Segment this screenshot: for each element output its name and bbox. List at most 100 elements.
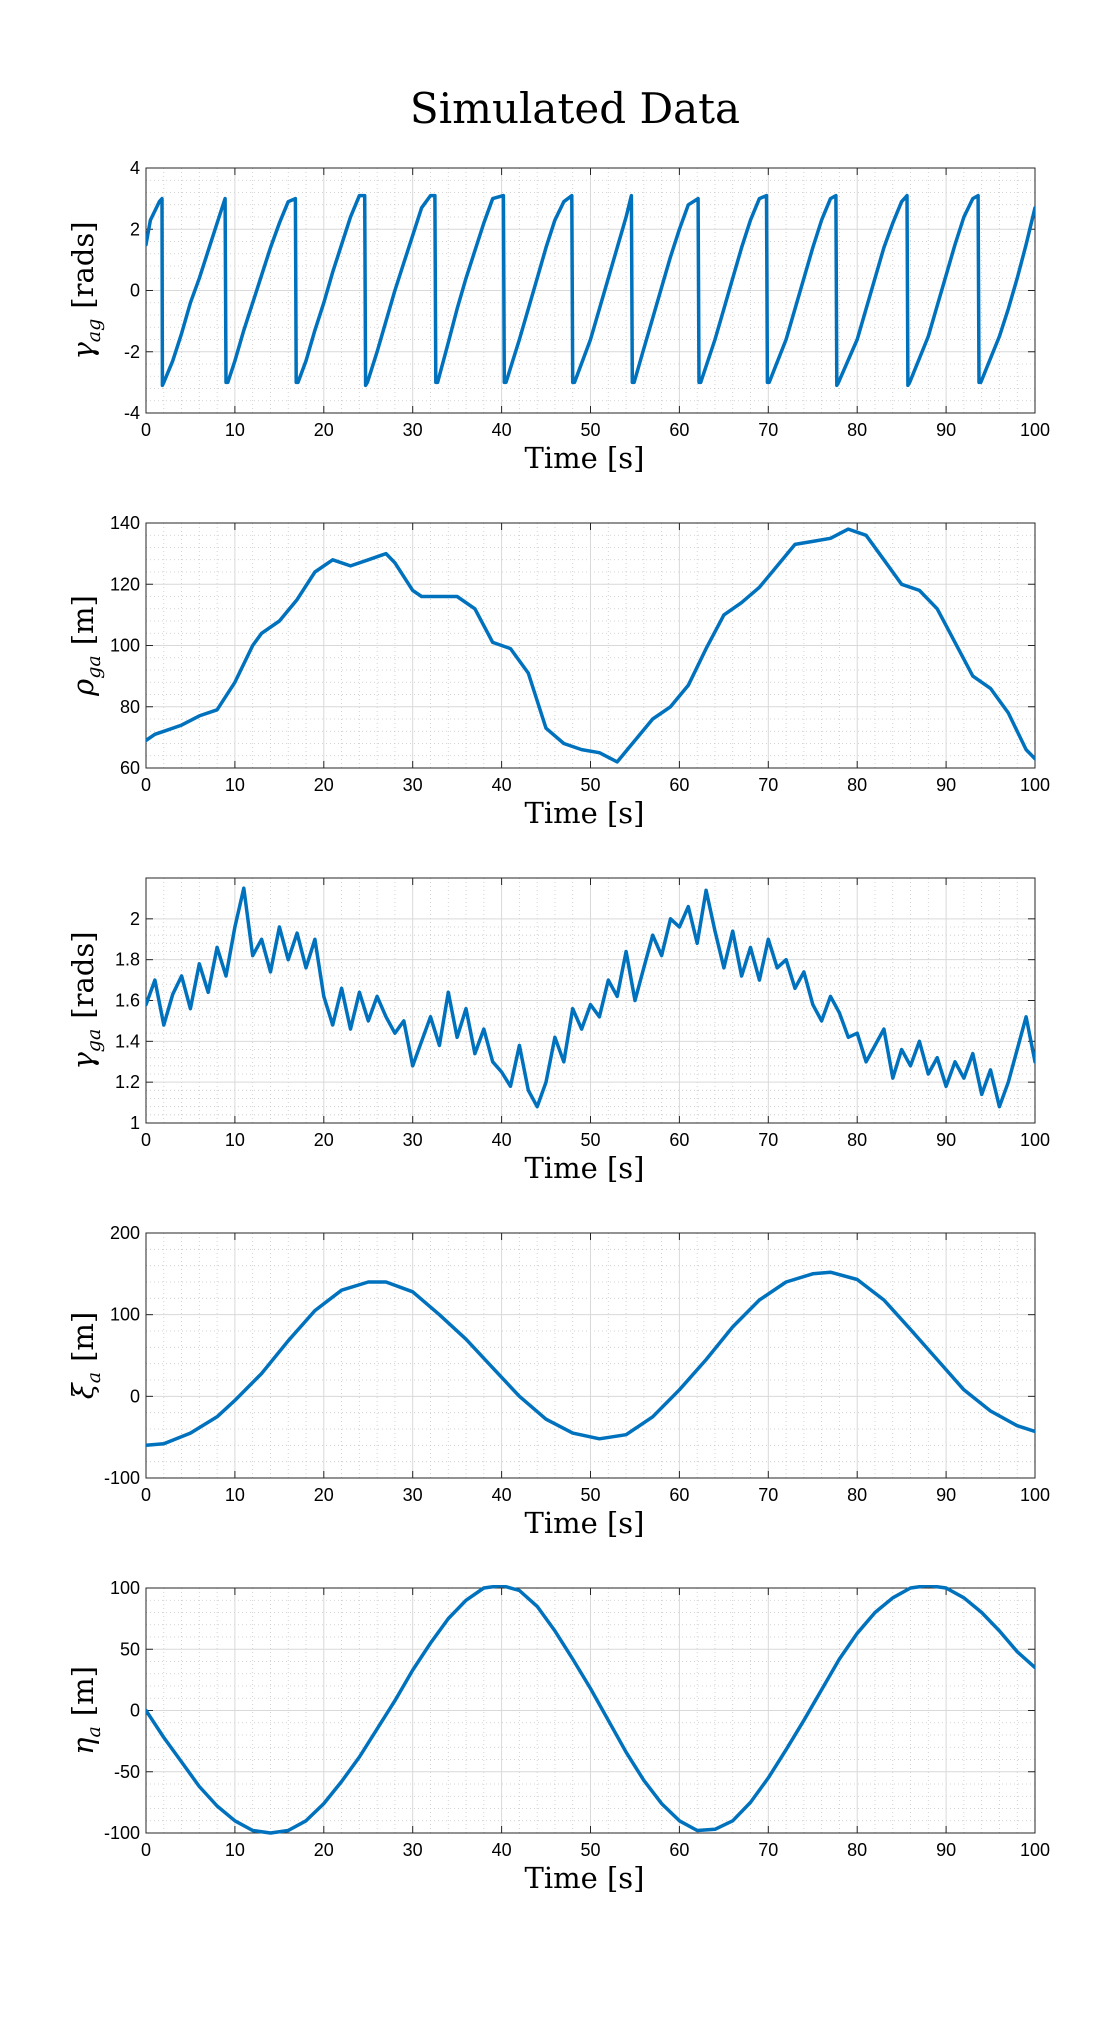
x-axis-label: Time [s] (524, 1861, 644, 1895)
y-tick-label: 100 (110, 1578, 140, 1598)
x-tick-label: 20 (314, 1130, 334, 1150)
y-axis-symbol: ξ (66, 1381, 100, 1399)
y-axis-label: ρga [m] (66, 595, 105, 697)
x-tick-label: 30 (403, 775, 423, 795)
y-axis-unit: [rads] (66, 221, 100, 308)
x-tick-label: 50 (580, 1840, 600, 1860)
x-tick-label: 60 (669, 1840, 689, 1860)
y-axis-subscript: ag (83, 319, 105, 343)
x-tick-label: 80 (847, 1130, 867, 1150)
series-line-1 (146, 1270, 1035, 1448)
x-tick-label: 90 (936, 420, 956, 440)
x-tick-label: 0 (141, 1485, 151, 1505)
y-tick-label: 120 (110, 574, 140, 594)
x-tick-label: 50 (580, 420, 600, 440)
x-axis-label: Time [s] (524, 1506, 644, 1540)
y-axis-subscript: ga (83, 655, 105, 679)
x-tick-label: 0 (141, 1840, 151, 1860)
x-tick-label: 30 (403, 1485, 423, 1505)
series-line-1 (146, 1585, 1035, 1835)
x-tick-label: 0 (141, 1130, 151, 1150)
major-grid (145, 1587, 1036, 1834)
x-tick-label: 100 (1020, 775, 1050, 795)
y-tick-label: 80 (120, 697, 140, 717)
y-axis-label: ξa [m] (66, 1312, 105, 1399)
y-tick-label: 4 (130, 158, 140, 178)
x-tick-label: 40 (492, 1130, 512, 1150)
y-tick-label: -4 (124, 403, 140, 423)
subplot-5: 0 10 20 30 40 50 60 70 80 90 100 -100 -50 0 50 100 Time … (66, 1578, 1050, 1895)
y-tick-label: 100 (110, 636, 140, 656)
y-tick-label: -2 (124, 342, 140, 362)
major-grid (145, 522, 1036, 769)
y-axis-label: γga [rads] (66, 931, 105, 1069)
y-axis-unit: [rads] (66, 931, 100, 1018)
x-tick-label: 40 (492, 1485, 512, 1505)
x-tick-label: 40 (492, 775, 512, 795)
x-tick-label: 40 (492, 420, 512, 440)
y-axis-subscript: ga (83, 1029, 105, 1053)
series-line-1 (146, 886, 1035, 1109)
x-tick-label: 60 (669, 420, 689, 440)
x-tick-label: 10 (225, 420, 245, 440)
x-tick-label: 10 (225, 1130, 245, 1150)
x-tick-label: 70 (758, 1840, 778, 1860)
x-tick-label: 90 (936, 1485, 956, 1505)
x-tick-label: 70 (758, 420, 778, 440)
y-tick-label: 0 (130, 1701, 140, 1721)
x-tick-label: 30 (403, 420, 423, 440)
subplot-1: 0 10 20 30 40 50 60 70 80 90 100 -4 -2 0 2 4 Time [s] γag… (66, 158, 1050, 475)
series-line-1 (146, 193, 1035, 388)
y-tick-label: 1.2 (115, 1072, 140, 1092)
x-tick-label: 10 (225, 1485, 245, 1505)
x-tick-label: 0 (141, 420, 151, 440)
y-axis-unit: [m] (66, 1666, 100, 1716)
x-tick-label: 20 (314, 420, 334, 440)
subplot-2: 0 10 20 30 40 50 60 70 80 90 100 60 80 100 120 140 Time … (66, 513, 1050, 830)
x-tick-label: 0 (141, 775, 151, 795)
x-tick-label: 20 (314, 1485, 334, 1505)
y-tick-label: 100 (110, 1305, 140, 1325)
y-tick-label: 140 (110, 513, 140, 533)
x-tick-label: 20 (314, 775, 334, 795)
y-tick-label: 1.6 (115, 991, 140, 1011)
x-axis-label: Time [s] (524, 441, 644, 475)
y-tick-label: -100 (104, 1823, 140, 1843)
x-tick-label: 30 (403, 1130, 423, 1150)
x-tick-label: 50 (580, 775, 600, 795)
x-axis-label: Time [s] (524, 1151, 644, 1185)
y-axis-symbol: η (66, 1737, 100, 1755)
major-grid (145, 878, 1036, 1124)
x-tick-label: 90 (936, 775, 956, 795)
x-tick-label: 60 (669, 1485, 689, 1505)
x-tick-label: 60 (669, 1130, 689, 1150)
x-tick-label: 80 (847, 1840, 867, 1860)
x-tick-label: 100 (1020, 1130, 1050, 1150)
series-line-1 (146, 527, 1035, 764)
y-tick-label: 2 (130, 909, 140, 929)
y-axis-unit: [m] (66, 595, 100, 645)
y-tick-label: 2 (130, 219, 140, 239)
x-tick-label: 70 (758, 775, 778, 795)
x-tick-label: 80 (847, 1485, 867, 1505)
x-tick-label: 80 (847, 775, 867, 795)
y-axis-symbol: γ (66, 1052, 100, 1070)
y-axis-subscript: a (83, 1726, 105, 1737)
x-tick-label: 30 (403, 1840, 423, 1860)
y-tick-label: -100 (104, 1468, 140, 1488)
y-tick-label: 200 (110, 1223, 140, 1243)
x-tick-label: 40 (492, 1840, 512, 1860)
x-tick-label: 70 (758, 1130, 778, 1150)
y-axis-label: ηa [m] (66, 1666, 105, 1755)
x-tick-label: 100 (1020, 1840, 1050, 1860)
x-axis-label: Time [s] (524, 796, 644, 830)
x-tick-label: 10 (225, 775, 245, 795)
x-tick-label: 90 (936, 1840, 956, 1860)
subplot-3: 0 10 20 30 40 50 60 70 80 90 100 1 1.2 1.4 1.6 1.8 2 Time… (66, 877, 1050, 1185)
x-tick-label: 100 (1020, 1485, 1050, 1505)
y-tick-label: 1.4 (115, 1031, 140, 1051)
y-axis-symbol: γ (66, 342, 100, 360)
